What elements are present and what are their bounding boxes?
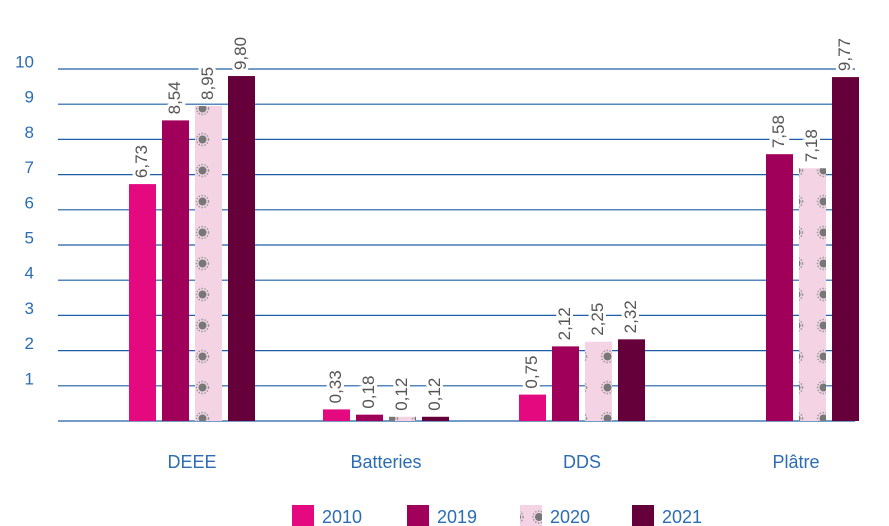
value-label: 9,77 xyxy=(835,38,854,71)
bar xyxy=(552,346,579,421)
legend-label: 2020 xyxy=(550,507,590,526)
legend-label: 2019 xyxy=(437,507,477,526)
legend-swatch xyxy=(520,505,542,526)
bar xyxy=(519,394,546,421)
x-tick-label: DEEE xyxy=(167,452,216,472)
y-tick-label: 1 xyxy=(25,369,34,388)
bar xyxy=(389,416,416,421)
value-label: 0,12 xyxy=(425,378,444,411)
bar xyxy=(799,168,826,421)
bar xyxy=(162,120,189,421)
value-label: 2,12 xyxy=(555,307,574,340)
bar xyxy=(323,409,350,421)
bar xyxy=(832,77,859,421)
bar xyxy=(766,154,793,421)
legend-swatch xyxy=(292,505,314,526)
bar xyxy=(618,339,645,421)
value-label: 0,75 xyxy=(522,356,541,389)
bar xyxy=(228,76,255,421)
value-label: 7,58 xyxy=(769,115,788,148)
legend-swatch xyxy=(632,505,654,526)
legend-label: 2010 xyxy=(322,507,362,526)
value-label: 6,73 xyxy=(132,145,151,178)
legend-label: 2021 xyxy=(662,507,702,526)
bar xyxy=(585,341,612,421)
x-tick-label: Batteries xyxy=(350,452,421,472)
value-label: 0,18 xyxy=(359,376,378,409)
y-tick-label: 9 xyxy=(25,88,34,107)
bar xyxy=(422,416,449,421)
value-label: 2,25 xyxy=(588,303,607,336)
value-label: 2,32 xyxy=(621,300,640,333)
value-label: 9,80 xyxy=(231,37,250,70)
y-tick-label: 10 xyxy=(15,52,34,71)
y-tick-label: 8 xyxy=(25,123,34,142)
y-tick-label: 5 xyxy=(25,228,34,247)
legend-swatch xyxy=(407,505,429,526)
y-tick-label: 2 xyxy=(25,334,34,353)
x-tick-label: Plâtre xyxy=(772,452,819,472)
y-tick-label: 7 xyxy=(25,158,34,177)
value-label: 0,33 xyxy=(326,370,345,403)
x-tick-label: DDS xyxy=(563,452,601,472)
bar xyxy=(195,105,222,422)
bar xyxy=(356,414,383,421)
value-label: 8,95 xyxy=(198,67,217,100)
value-label: 8,54 xyxy=(165,81,184,114)
y-tick-label: 6 xyxy=(25,193,34,212)
value-label: 7,18 xyxy=(802,129,821,162)
y-tick-label: 4 xyxy=(25,264,34,283)
y-tick-label: 3 xyxy=(25,299,34,318)
bar xyxy=(129,184,156,421)
value-label: 0,12 xyxy=(392,378,411,411)
